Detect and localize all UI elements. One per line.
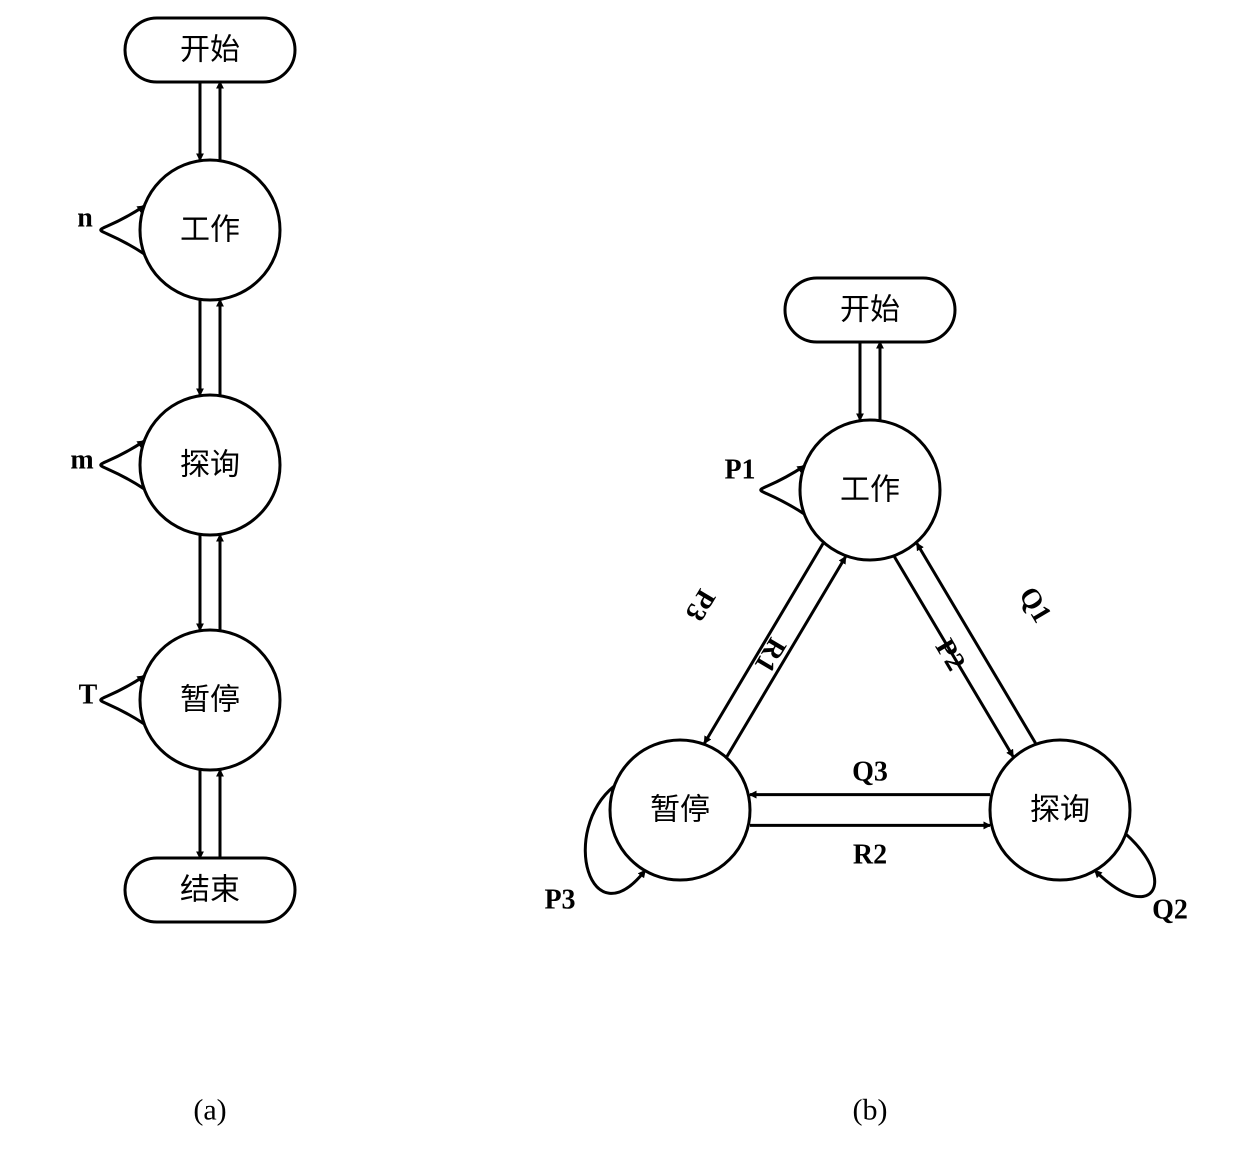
self-loop-label: Q2: [1152, 895, 1188, 926]
self-loop-label: P1: [724, 455, 755, 486]
edge-label: R1: [748, 632, 792, 677]
self-loop: [101, 441, 144, 489]
caption-a: (a): [193, 1094, 226, 1127]
self-loop-label: T: [79, 680, 98, 711]
caption-b: (b): [853, 1094, 888, 1127]
edge-label: P2: [929, 634, 972, 677]
b-work-label: 工作: [840, 474, 900, 507]
self-loop: [761, 466, 805, 514]
edge-label: Q1: [1013, 582, 1058, 629]
a-probe-label: 探询: [180, 449, 240, 482]
b-probe-label: 探询: [1030, 794, 1090, 827]
self-loop-label: P3: [544, 885, 575, 916]
edge-label: Q3: [852, 757, 888, 788]
edge-label: P3: [679, 584, 722, 627]
a-end-label: 结束: [180, 874, 240, 907]
a-pause-label: 暂停: [180, 684, 240, 717]
self-loop-label: n: [77, 203, 93, 234]
edge-label: R2: [853, 840, 887, 871]
self-loop: [101, 676, 144, 724]
a-start-label: 开始: [180, 34, 240, 67]
edge: [917, 543, 1036, 743]
b-pause-label: 暂停: [650, 794, 710, 827]
self-loop-label: m: [70, 445, 93, 476]
self-loop: [101, 206, 144, 254]
a-work-label: 工作: [180, 214, 240, 247]
b-start-label: 开始: [840, 294, 900, 327]
